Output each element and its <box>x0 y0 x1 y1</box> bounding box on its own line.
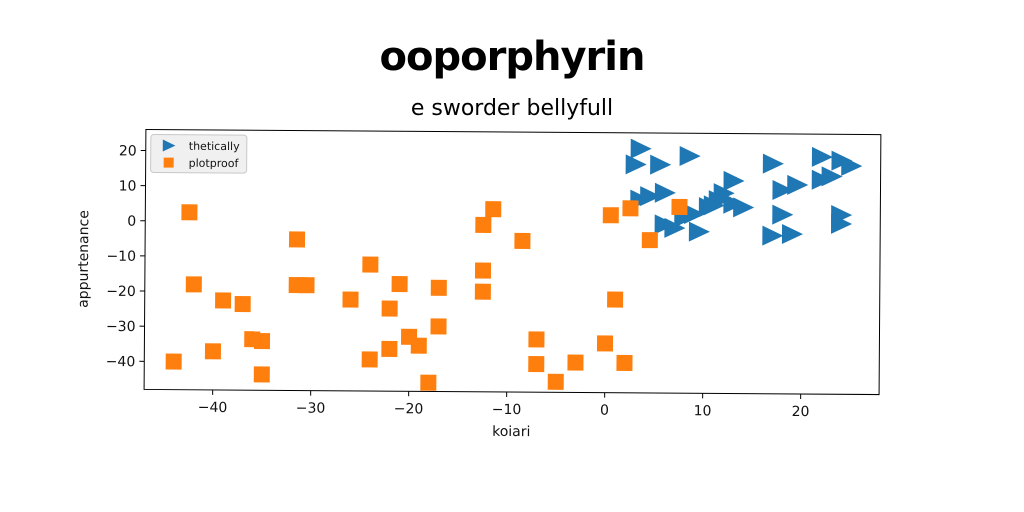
square-point <box>165 353 182 370</box>
triangle-point <box>688 221 710 242</box>
x-tick-label: 0 <box>600 403 609 419</box>
plot-area: −40 −30 −20 −10 0 10 20 20 10 0 −10 −20 −30 −40 koiar… <box>76 128 882 440</box>
chart-subtitle: e sworder bellyfull <box>410 96 614 121</box>
legend-marker <box>162 139 176 152</box>
y-tick-label: −30 <box>106 319 136 335</box>
square-point <box>602 207 619 224</box>
x-axis-label: koiari <box>492 424 530 440</box>
legend-label: plotproof <box>189 157 240 170</box>
x-tick-label: −30 <box>296 400 326 416</box>
triangle-point <box>811 169 833 190</box>
data-marks <box>165 138 863 391</box>
square-point <box>215 292 232 309</box>
square-point <box>298 277 315 294</box>
square-point <box>528 331 545 348</box>
square-point <box>528 356 545 373</box>
square-point <box>391 275 408 293</box>
square-point <box>474 283 491 300</box>
y-tick-label: 0 <box>127 214 136 230</box>
legend-label: thetically <box>189 140 240 153</box>
square-point <box>253 366 270 383</box>
square-point <box>181 204 198 221</box>
y-tick-label: −40 <box>106 354 136 370</box>
y-axis-label: appurtenance <box>76 210 93 308</box>
square-point <box>204 343 222 360</box>
square-point <box>430 318 447 335</box>
triangle-point <box>625 154 647 175</box>
x-tick-label: −10 <box>492 402 522 418</box>
square-point <box>342 291 359 308</box>
triangle-point <box>703 195 725 216</box>
square-point <box>381 340 398 358</box>
square-point <box>185 276 202 293</box>
square-point <box>607 291 624 308</box>
triangle-point <box>630 138 652 159</box>
triangle-point <box>640 186 662 207</box>
square-point <box>430 279 447 296</box>
square-point <box>596 335 614 352</box>
square-point <box>361 351 378 368</box>
plot-frame <box>143 128 882 396</box>
legend: thetically plotproof <box>150 133 248 174</box>
triangle-point <box>650 154 672 175</box>
y-tick-label: 20 <box>119 143 137 159</box>
triangle-point <box>654 182 676 203</box>
triangle-point <box>762 153 784 174</box>
square-point <box>253 333 271 350</box>
axis-ticks: −40 −30 −20 −10 0 10 20 20 10 0 −10 −20 −30 −40 <box>106 143 810 420</box>
y-tick-label: −20 <box>106 284 136 300</box>
triangle-point <box>787 174 809 195</box>
x-tick-label: −40 <box>198 400 228 416</box>
square-point <box>410 337 427 354</box>
triangle-point <box>762 225 784 246</box>
triangle-point <box>830 213 853 234</box>
square-point <box>547 373 564 390</box>
triangle-point <box>772 180 794 201</box>
square-point <box>362 256 379 273</box>
triangle-point <box>841 155 863 176</box>
square-point <box>474 262 492 279</box>
square-point <box>567 354 584 371</box>
square-point <box>622 200 639 217</box>
legend-marker <box>163 157 174 168</box>
triangle-point <box>679 146 701 167</box>
square-point <box>641 232 658 249</box>
square-point <box>514 232 531 250</box>
x-tick-label: −20 <box>394 401 424 417</box>
square-point <box>671 198 688 216</box>
x-tick-label: 10 <box>694 403 712 419</box>
y-tick-label: 10 <box>119 178 137 194</box>
square-point <box>234 295 251 313</box>
square-point <box>381 300 398 317</box>
triangle-point <box>723 170 745 191</box>
square-point <box>616 354 633 371</box>
square-point <box>420 374 437 391</box>
triangle-point <box>772 204 794 225</box>
square-point <box>475 216 492 233</box>
triangle-point <box>781 224 803 245</box>
x-tick-label: 20 <box>792 404 810 420</box>
legend-box <box>150 133 248 174</box>
square-point <box>288 231 306 248</box>
triangle-point <box>811 146 833 167</box>
chart-title: ooporphyrin <box>379 34 646 80</box>
square-point <box>485 201 502 218</box>
y-tick-label: −10 <box>106 249 136 265</box>
triangle-point <box>733 197 755 218</box>
triangle-point <box>664 217 686 238</box>
